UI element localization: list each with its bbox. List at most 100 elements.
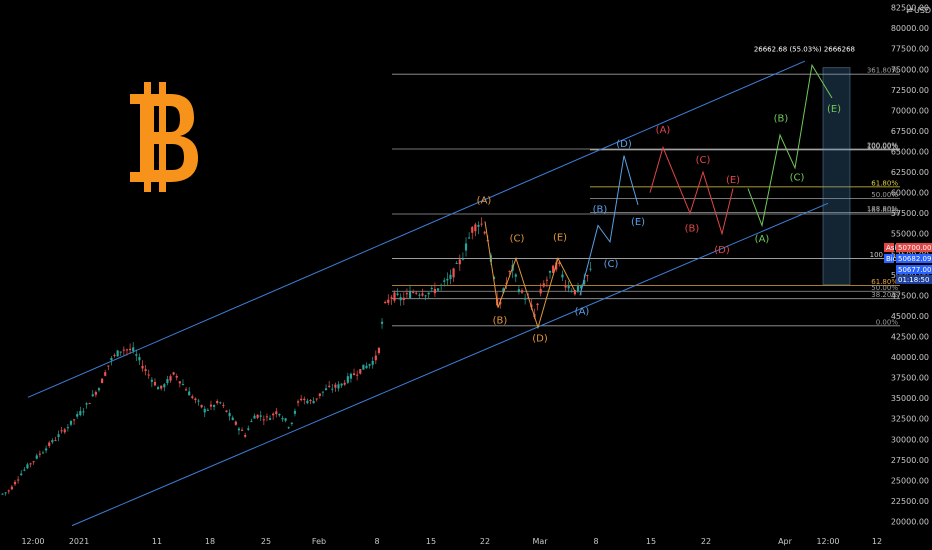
candle-body xyxy=(259,415,262,417)
candle xyxy=(256,414,259,420)
candle-body xyxy=(20,473,23,476)
candle-body xyxy=(430,287,433,289)
projection-box-rect xyxy=(822,67,851,286)
candle-body xyxy=(340,383,343,386)
candle xyxy=(79,406,82,417)
candle-body xyxy=(169,376,172,381)
wave-label: (B) xyxy=(685,223,700,234)
price-tick-label: 32500.00 xyxy=(891,415,929,424)
candle xyxy=(175,373,178,381)
candle-body xyxy=(443,280,446,282)
candle-body xyxy=(268,418,272,420)
fib-level-top-label: 161.80% xyxy=(867,206,898,214)
time-tick-label: 2021 xyxy=(69,537,89,546)
candle-body xyxy=(408,291,412,298)
candle xyxy=(1,493,4,495)
currency-switch-icon: ⇄ xyxy=(906,6,913,15)
candle xyxy=(293,408,297,417)
candle xyxy=(191,394,194,400)
channel-upper-line xyxy=(27,60,806,398)
candle xyxy=(107,365,110,371)
candle xyxy=(287,426,290,430)
price-tick-label: 45000.00 xyxy=(891,312,929,321)
candle-body xyxy=(287,427,290,429)
bid-value-bg xyxy=(896,254,932,263)
candle-body xyxy=(508,271,511,273)
candle xyxy=(66,424,69,432)
candle-body xyxy=(63,429,66,433)
candle xyxy=(160,385,163,391)
candle-body xyxy=(54,440,57,442)
candle xyxy=(63,427,66,434)
projection-box-label: 26662.68 (55.03%) 2666268 xyxy=(754,46,855,54)
candle xyxy=(209,400,213,410)
candle-body xyxy=(181,384,185,386)
candle xyxy=(91,390,94,397)
candle xyxy=(119,351,122,356)
candle-body xyxy=(405,293,409,295)
candle xyxy=(374,350,377,365)
time-tick-label: 15 xyxy=(426,537,436,546)
candle-body xyxy=(138,357,141,361)
candle-body xyxy=(356,374,359,376)
candle xyxy=(29,462,32,468)
candle xyxy=(446,272,449,286)
fibonacci-levels: 461.80%361.80%200.00%161.80%10061.80%50.… xyxy=(392,67,900,326)
candle-body xyxy=(384,302,387,304)
price-tick-label: 35000.00 xyxy=(891,394,929,403)
price-tick-label: 20000.00 xyxy=(891,518,929,527)
candle-body xyxy=(440,284,443,286)
candle-body xyxy=(110,357,113,361)
candle-body xyxy=(172,372,175,375)
fib-level-bottom-label: 38.20% xyxy=(871,291,898,299)
candle-body xyxy=(471,227,474,233)
candle-body xyxy=(32,461,35,463)
candle xyxy=(7,489,10,494)
time-tick-label: 12:00 xyxy=(21,537,44,546)
candle xyxy=(76,411,79,419)
price-axis[interactable]: ⇄ USD 20000.00 22500.00 25000.00 27500.00 30… xyxy=(884,4,932,527)
candle-body xyxy=(418,294,421,296)
fib-level-bottom-label: 61.80% xyxy=(871,278,898,286)
candle xyxy=(399,293,402,306)
candle xyxy=(303,396,306,405)
candle xyxy=(464,237,468,257)
candle xyxy=(275,408,278,418)
candle-body xyxy=(390,297,393,299)
candle-body xyxy=(17,479,20,481)
candle xyxy=(315,398,318,402)
fib-level-top-label: 200.00% xyxy=(867,142,898,150)
candle xyxy=(377,347,381,355)
candle xyxy=(359,368,362,375)
candle xyxy=(424,294,427,301)
candle xyxy=(69,420,73,427)
candle xyxy=(384,300,387,304)
candle xyxy=(321,391,325,397)
candle xyxy=(427,292,430,299)
candle-body xyxy=(468,237,471,239)
wave-label: (E) xyxy=(726,175,740,186)
candle xyxy=(589,261,592,272)
candle-body xyxy=(412,292,415,294)
candle xyxy=(368,363,371,369)
time-axis[interactable]: 12:00 2021 11 18 25 Feb 8 15 22 Mar 8 15 22 Apr 12:00 1… xyxy=(21,537,882,546)
candle-body xyxy=(477,224,480,227)
candle-body xyxy=(69,420,73,425)
candle-body xyxy=(312,401,315,404)
candle-body xyxy=(206,409,209,411)
candle-body xyxy=(303,398,306,401)
candle-body xyxy=(88,403,91,405)
candle-body xyxy=(216,400,219,404)
candle xyxy=(468,232,471,239)
price-tick-label: 65000.00 xyxy=(891,147,929,156)
candle-body xyxy=(352,373,356,375)
candle xyxy=(212,404,216,411)
currency-switch[interactable]: ⇄ USD xyxy=(894,4,932,16)
candle xyxy=(461,252,465,261)
candle xyxy=(440,283,443,291)
candle-body xyxy=(334,384,337,388)
candle-body xyxy=(542,283,545,287)
elliott-wave-paths xyxy=(484,63,833,330)
candle-body xyxy=(589,268,592,270)
